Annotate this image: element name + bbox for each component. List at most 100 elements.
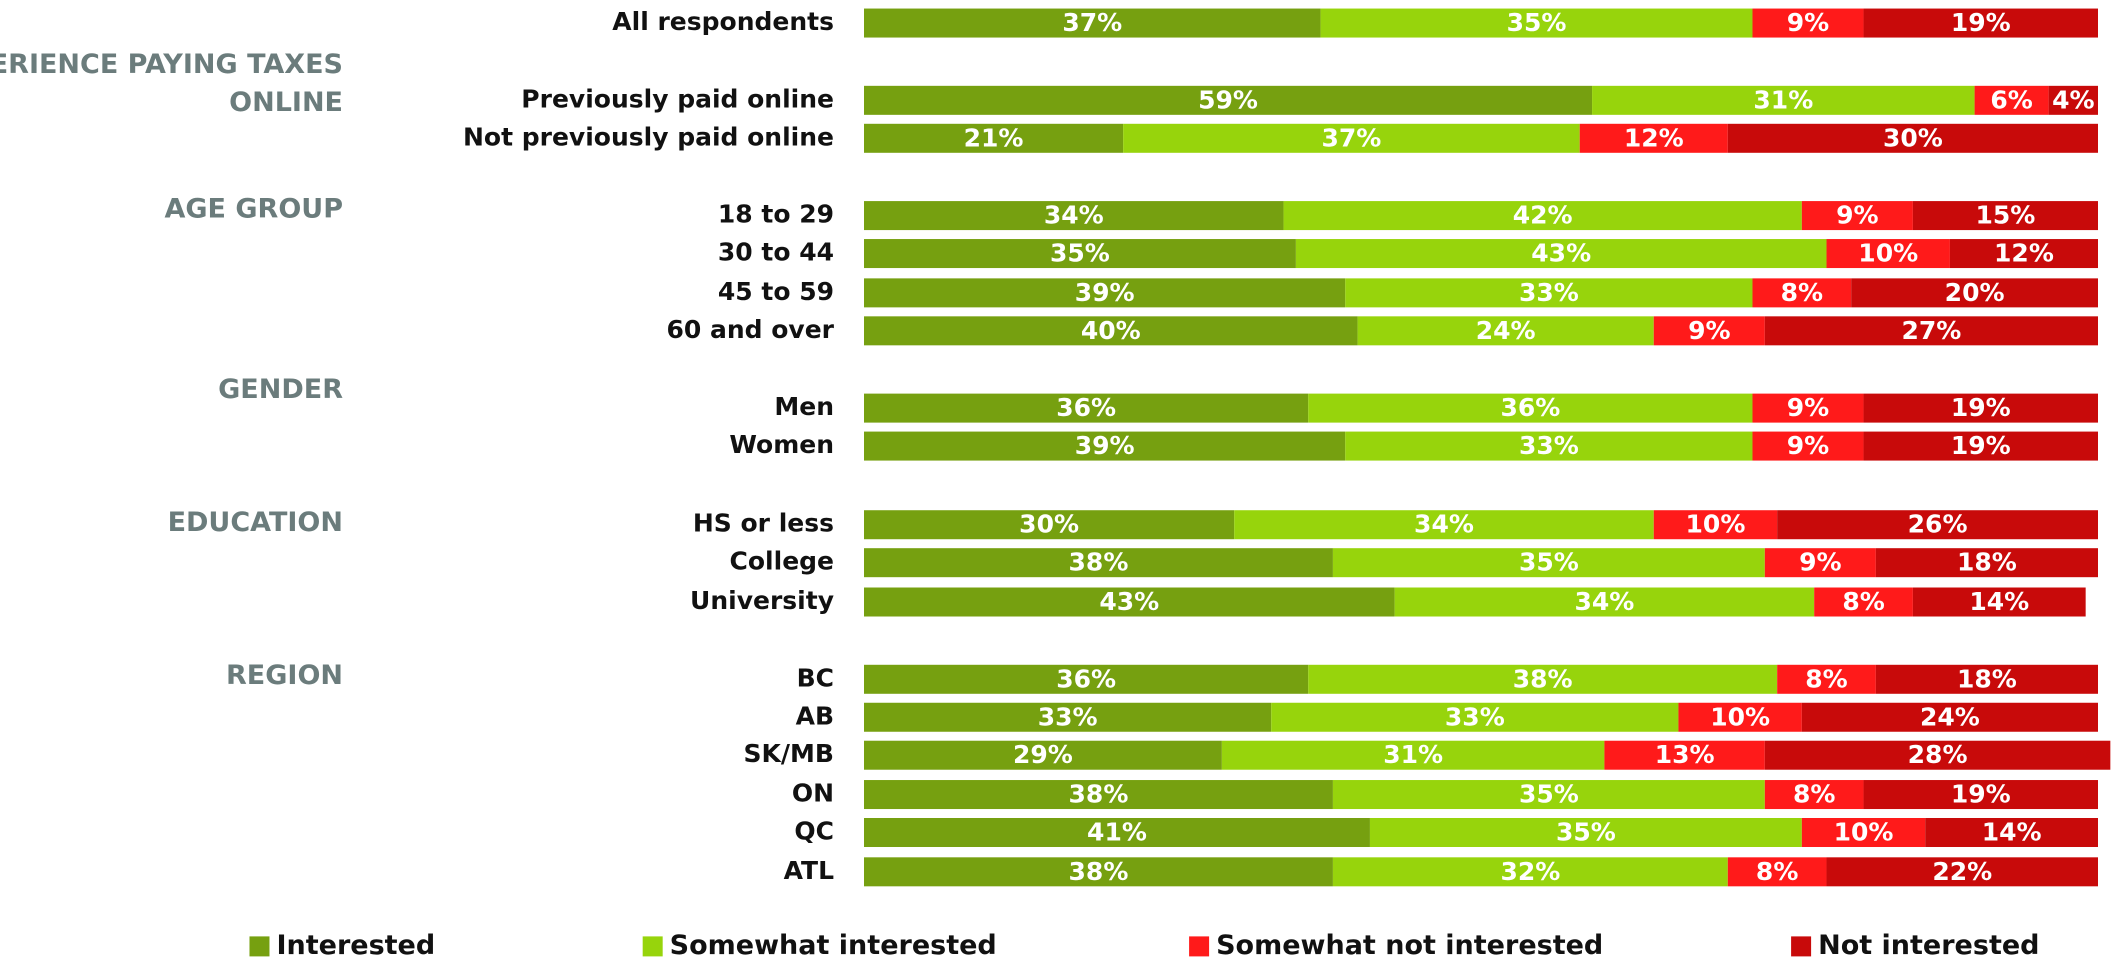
category-label: 30 to 44 <box>718 238 834 267</box>
value-label: 14% <box>1969 587 2029 616</box>
legend-label: Somewhat interested <box>670 930 997 960</box>
category-label: All respondents <box>612 7 834 36</box>
bar-segment <box>864 8 1321 38</box>
value-label: 37% <box>1062 8 1122 37</box>
bar-segment <box>1320 8 1753 38</box>
bar-segment <box>864 431 1346 461</box>
bar-segment <box>1295 239 1827 269</box>
value-label: 33% <box>1519 431 1579 460</box>
bar-segment <box>1801 201 1913 231</box>
value-label: 38% <box>1513 664 1573 693</box>
bar-segment <box>1369 818 1802 848</box>
bar-segment <box>1604 740 1765 770</box>
legend-label: Interested <box>276 930 435 960</box>
value-label: 19% <box>1951 393 2011 422</box>
value-label: 35% <box>1507 8 1567 37</box>
group-label: AGE GROUP <box>164 194 343 225</box>
value-label: 59% <box>1198 85 1258 114</box>
bar-segment <box>1752 393 1864 423</box>
value-label: 33% <box>1445 702 1505 731</box>
value-label: 18% <box>1957 548 2017 577</box>
bar-segment <box>1752 278 1852 308</box>
bar-segment <box>1764 548 1876 578</box>
category-label: HS or less <box>693 509 834 538</box>
value-label: 31% <box>1383 740 1443 769</box>
bar-segment <box>1579 123 1728 153</box>
bar-segment <box>864 780 1333 810</box>
bar-segment <box>1826 239 1950 269</box>
value-label: 42% <box>1513 201 1573 230</box>
value-label: 18% <box>1957 664 2017 693</box>
bar-segment <box>1308 664 1778 694</box>
bar-segment <box>864 664 1309 694</box>
bar-segment <box>1332 548 1765 578</box>
value-label: 43% <box>1099 587 1159 616</box>
bar-segment <box>1764 316 2098 346</box>
bar-segment <box>1727 123 2098 153</box>
bar-segment <box>2048 85 2098 115</box>
value-label: 21% <box>964 123 1024 152</box>
category-label: Previously paid online <box>521 84 834 113</box>
category-label: AB <box>796 701 834 730</box>
bar-segment <box>1752 8 1864 38</box>
bar-segment <box>1332 780 1765 810</box>
legend-swatch <box>642 936 663 957</box>
bar-segment <box>1592 85 1975 115</box>
bar-segment <box>1826 857 2098 887</box>
value-label: 34% <box>1044 201 1104 230</box>
legend-label: Somewhat not interested <box>1216 930 1603 960</box>
bar-segment <box>1332 857 1728 887</box>
value-label: 29% <box>1013 740 1073 769</box>
value-label: 24% <box>1476 316 1536 345</box>
value-label: 38% <box>1069 780 1129 809</box>
category-label: ON <box>792 779 834 808</box>
value-label: 9% <box>1836 201 1878 230</box>
value-label: 8% <box>1793 780 1835 809</box>
value-label: 38% <box>1069 548 1129 577</box>
bar-segment <box>1234 510 1654 540</box>
bar-segment <box>1814 587 1913 617</box>
value-label: 33% <box>1519 278 1579 307</box>
bar-segment <box>1653 510 1778 540</box>
value-label: 10% <box>1710 702 1770 731</box>
value-label: 12% <box>1994 239 2054 268</box>
value-label: 8% <box>1805 664 1847 693</box>
bar-segment <box>864 201 1284 231</box>
value-label: 37% <box>1322 123 1382 152</box>
bar-segment <box>864 85 1593 115</box>
category-label: ATL <box>784 856 834 885</box>
value-label: 34% <box>1414 510 1474 539</box>
bar-segment <box>864 818 1370 848</box>
value-label: 28% <box>1908 740 1968 769</box>
category-label: University <box>690 586 834 615</box>
value-label: 9% <box>1688 316 1730 345</box>
value-label: 6% <box>1990 85 2032 114</box>
value-label: 43% <box>1531 239 1591 268</box>
bar-segment <box>864 857 1333 887</box>
bar-segment <box>1221 740 1605 770</box>
value-label: 30% <box>1883 123 1943 152</box>
category-label: 18 to 29 <box>718 200 834 229</box>
value-label: 9% <box>1787 8 1829 37</box>
bar-segment <box>1777 510 2098 540</box>
bar-segment <box>1851 278 2098 308</box>
value-label: 10% <box>1834 818 1894 847</box>
value-label: 13% <box>1655 740 1715 769</box>
bar-segment <box>864 278 1346 308</box>
value-label: 24% <box>1920 702 1980 731</box>
value-label: 27% <box>1901 316 1961 345</box>
value-label: 20% <box>1945 278 2005 307</box>
bar-segment <box>1925 818 2098 848</box>
bar-segment <box>1764 780 1864 810</box>
group-label: EDUCATION <box>168 507 343 538</box>
value-label: 10% <box>1686 510 1746 539</box>
bar-segment <box>1308 393 1753 423</box>
bar-segment <box>1863 393 2098 423</box>
category-label: BC <box>797 663 834 692</box>
value-label: 40% <box>1081 316 1141 345</box>
value-label: 26% <box>1908 510 1968 539</box>
bar-segment <box>1752 431 1864 461</box>
bar-segment <box>1912 201 2098 231</box>
